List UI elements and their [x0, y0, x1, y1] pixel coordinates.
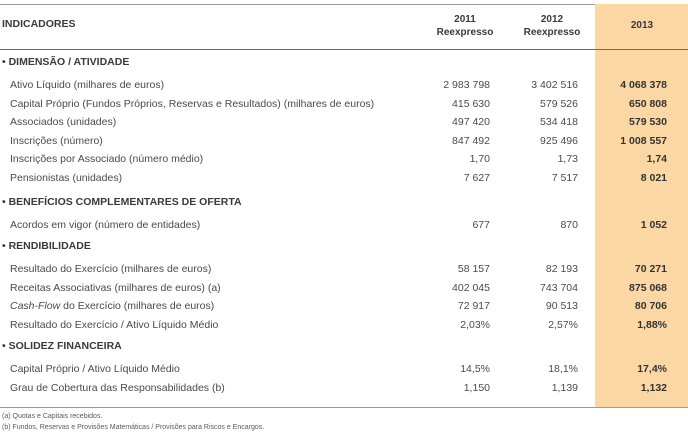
row-label: Inscrições (número): [10, 134, 103, 147]
value-2012: 82 193: [545, 263, 578, 275]
value-2013: 8 021: [640, 172, 667, 184]
section-title: • BENEFÍCIOS COMPLEMENTARES DE OFERTA: [2, 196, 242, 208]
value-2011: 677: [472, 219, 490, 231]
value-2011: 1,70: [469, 153, 490, 166]
header-2012: 2012 Reexpresso: [512, 13, 592, 39]
value-2013: 579 530: [629, 116, 667, 129]
table-row: Inscrições por Associado (número médio) 1…: [0, 153, 688, 171]
value-2013: 1 052: [640, 219, 667, 231]
highlight-column-2013: [595, 4, 688, 408]
header-2011-year: 2011: [454, 14, 476, 25]
value-2013: 80 706: [634, 300, 667, 313]
row-label: Grau de Cobertura das Responsabilidades …: [10, 381, 225, 394]
row-label: Capital Próprio / Ativo Líquido Médio: [10, 363, 180, 375]
table-row: Resultado do Exercício / Ativo Líquido M…: [0, 319, 688, 337]
header-divider: [0, 49, 688, 50]
table-row: Capital Próprio / Ativo Líquido Médio 14,…: [0, 363, 688, 381]
value-2012: 870: [560, 219, 578, 231]
value-2012: 2,57%: [548, 318, 578, 331]
value-2013: 17,4%: [637, 363, 667, 375]
value-2011: 497 420: [452, 116, 490, 129]
value-2012: 579 526: [540, 97, 578, 110]
value-2012: 7 517: [551, 172, 578, 184]
table-row: Associados (unidades) 497 420 534 418 579 5…: [0, 116, 688, 134]
table-row: Inscrições (número) 847 492 925 496 1 008 5…: [0, 135, 688, 153]
header-2012-note: Reexpresso: [523, 27, 581, 38]
table-row: Capital Próprio (Fundos Próprios, Reserv…: [0, 98, 688, 116]
footnote-a: (a) Quotas e Capitais recebidos.: [2, 413, 103, 420]
row-label: Cash-Flow do Exercício (milhares de euro…: [10, 300, 215, 313]
table-row: Acordos em vigor (número de entidades) 67…: [0, 219, 688, 237]
value-2013: 70 271: [634, 263, 667, 275]
value-2011: 72 917: [457, 300, 490, 313]
value-2012: 925 496: [540, 134, 578, 147]
value-2013: 1 008 557: [620, 134, 667, 147]
header-indicators: INDICADORES: [2, 18, 76, 30]
header-2011: 2011 Reexpresso: [425, 13, 505, 39]
table-row: Resultado do Exercício (milhares de euro…: [0, 263, 688, 281]
value-2013: 1,74: [646, 153, 667, 166]
section-title: • RENDIBILIDADE: [2, 240, 91, 252]
value-2012: 1,139: [551, 381, 578, 394]
bottom-divider: [0, 407, 688, 408]
value-2012: 743 704: [540, 281, 578, 294]
table-row: Cash-Flow do Exercício (milhares de euro…: [0, 300, 688, 318]
value-2013: 4 068 378: [620, 79, 667, 91]
value-2011: 847 492: [452, 134, 490, 147]
value-2012: 18,1%: [548, 363, 578, 375]
header-2013: 2013: [630, 20, 654, 31]
value-2011: 2,03%: [460, 318, 490, 331]
value-2012: 3 402 516: [531, 79, 578, 91]
row-label: Receitas Associativas (milhares de euros…: [10, 281, 221, 294]
value-2011: 402 045: [452, 281, 490, 294]
value-2012: 534 418: [540, 116, 578, 129]
value-2011: 7 627: [463, 172, 490, 184]
value-2011: 14,5%: [460, 363, 490, 375]
table-row: Pensionistas (unidades) 7 627 7 517 8 021: [0, 172, 688, 190]
row-label: Resultado do Exercício / Ativo Líquido M…: [10, 318, 219, 331]
value-2013: 1,88%: [637, 318, 667, 331]
table-row: Receitas Associativas (milhares de euros…: [0, 282, 688, 300]
table-row: Ativo Líquido (milhares de euros) 2 983 7…: [0, 79, 688, 97]
top-divider: [0, 4, 595, 5]
value-2012: 90 513: [545, 300, 578, 313]
header-2012-year: 2012: [540, 14, 564, 25]
value-2011: 2 983 798: [443, 79, 490, 91]
row-label: Inscrições por Associado (número médio): [10, 153, 204, 166]
value-2013: 1,132: [640, 381, 667, 394]
value-2011: 58 157: [457, 263, 490, 275]
value-2011: 415 630: [452, 97, 490, 110]
row-label: Acordos em vigor (número de entidades): [10, 219, 201, 231]
row-label: Ativo Líquido (milhares de euros): [10, 79, 165, 91]
section-title: • DIMENSÃO / ATIVIDADE: [2, 56, 130, 68]
table-row: Grau de Cobertura das Responsabilidades …: [0, 382, 688, 400]
value-2013: 875 068: [629, 281, 667, 294]
value-2011: 1,150: [463, 381, 490, 394]
value-2013: 650 808: [629, 97, 667, 110]
footnote-b: (b) Fundos, Reservas e Provisões Matemát…: [2, 424, 265, 431]
row-label: Pensionistas (unidades): [10, 172, 123, 184]
value-2012: 1,73: [557, 153, 578, 166]
section-title: • SOLIDEZ FINANCEIRA: [2, 340, 122, 352]
row-label: Resultado do Exercício (milhares de euro…: [10, 263, 212, 275]
row-label: Capital Próprio (Fundos Próprios, Reserv…: [10, 97, 375, 110]
row-label: Associados (unidades): [10, 116, 117, 129]
header-2011-note: Reexpresso: [436, 27, 494, 38]
